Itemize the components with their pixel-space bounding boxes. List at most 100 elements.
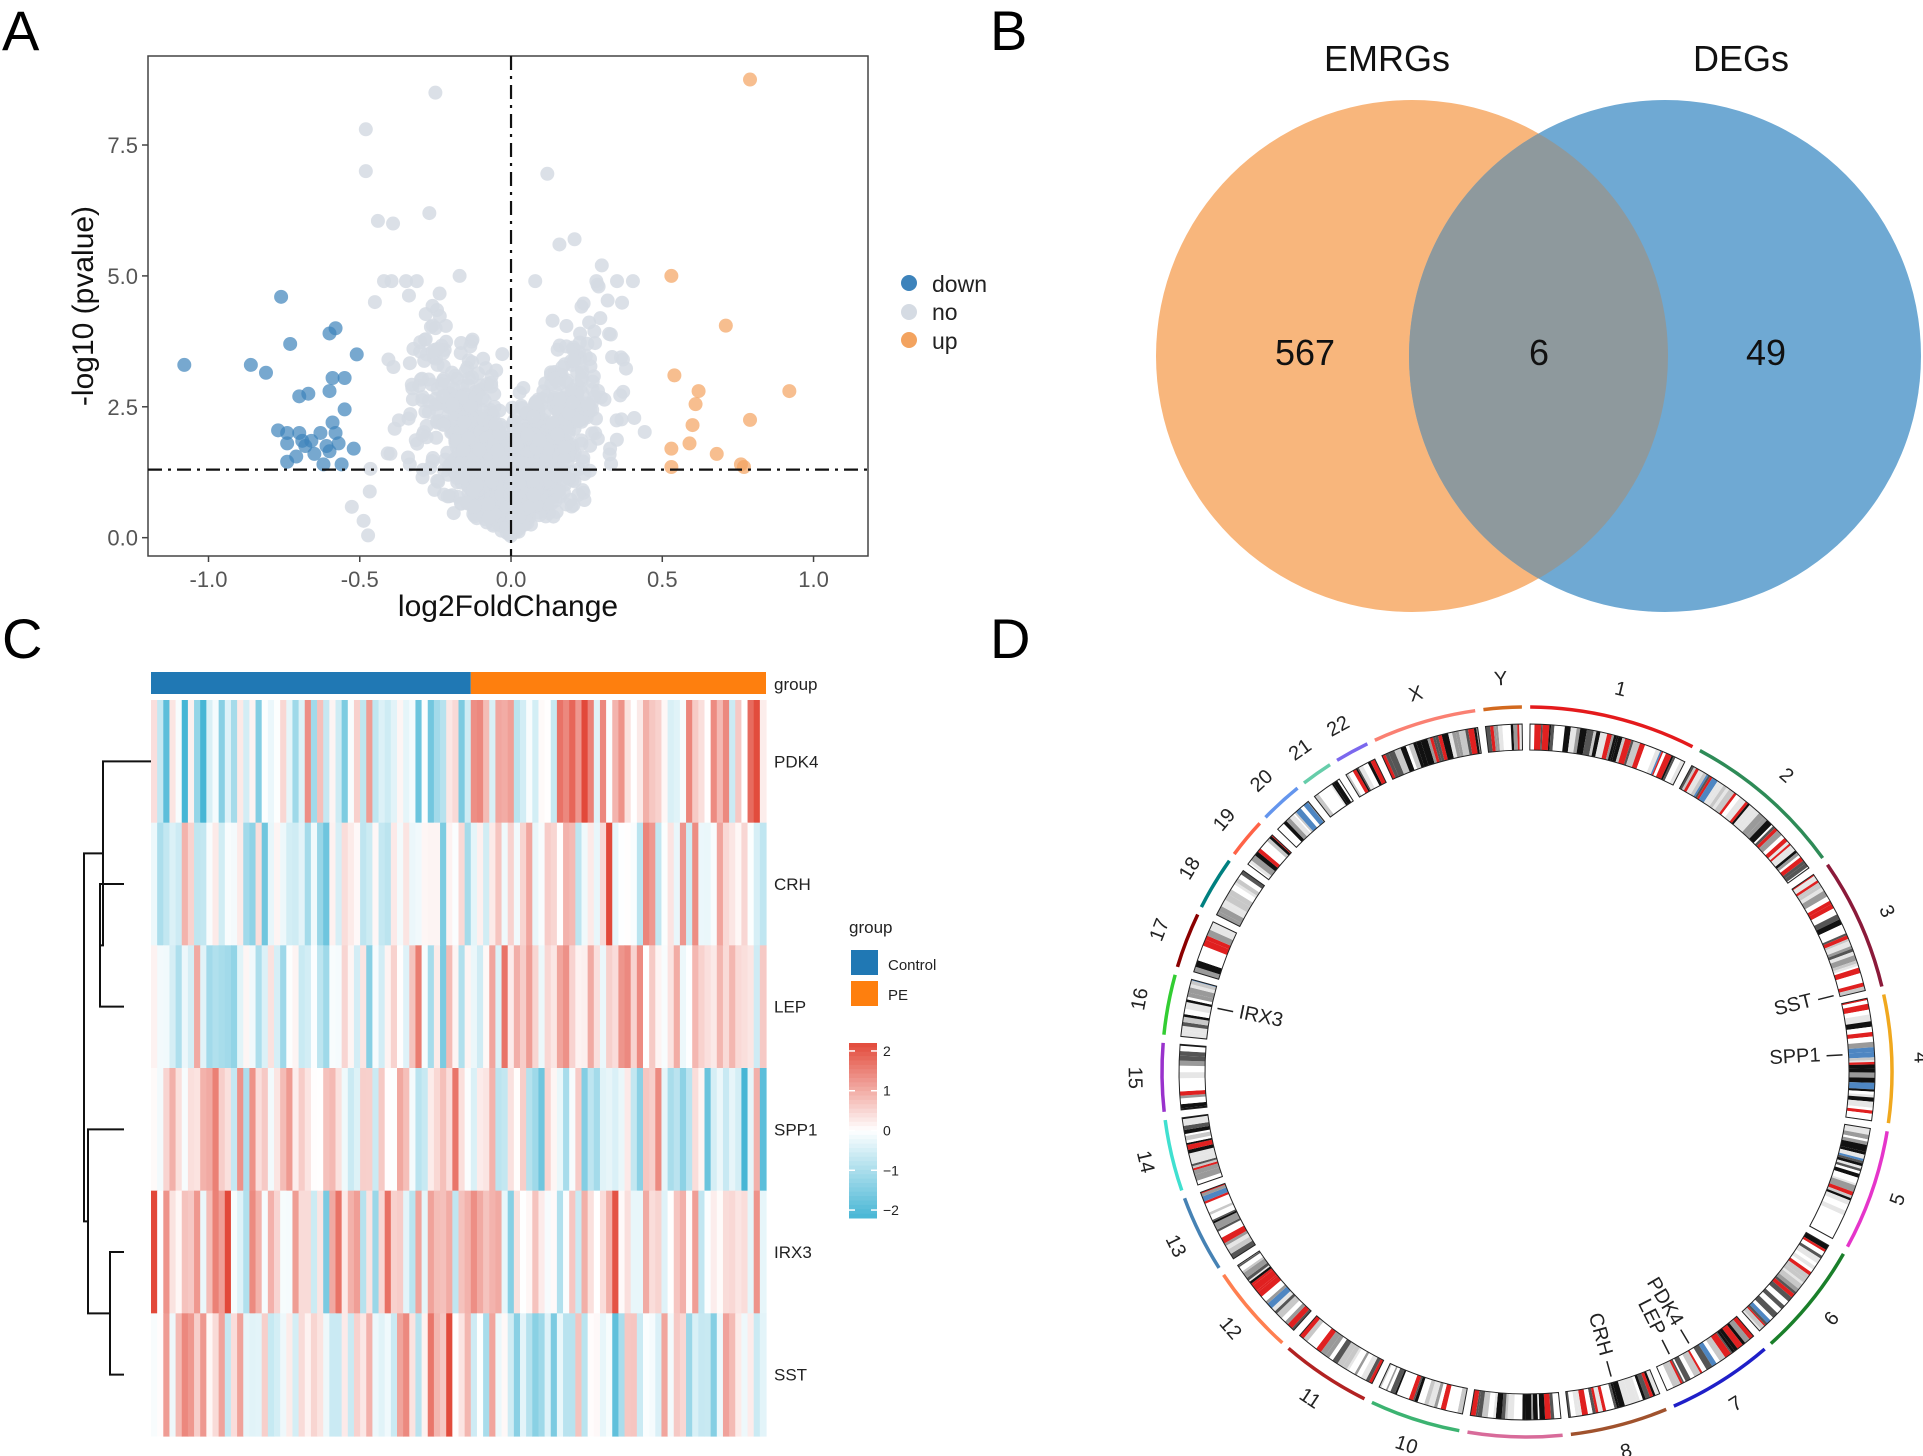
- ideogram-band: [1481, 1391, 1491, 1418]
- heatmap-cell: [397, 1068, 404, 1192]
- heatmap-cell: [151, 822, 158, 946]
- heatmap-cell: [679, 1068, 687, 1192]
- ideogram-band: [1414, 1376, 1426, 1403]
- point-no: [567, 232, 582, 247]
- ideogram-band: [1776, 1272, 1799, 1293]
- heatmap-cell: [569, 700, 576, 824]
- ideogram-band: [1408, 743, 1422, 770]
- point-no: [575, 386, 590, 401]
- point-no: [545, 416, 560, 431]
- ideogram-band: [1455, 1387, 1463, 1413]
- heatmap-cell: [661, 1190, 669, 1314]
- ideogram-band: [1274, 1293, 1296, 1314]
- ideogram-band: [1348, 770, 1366, 796]
- ideogram-band: [1420, 738, 1435, 766]
- ideogram-band: [1798, 884, 1822, 902]
- ideogram-band: [1504, 724, 1512, 751]
- heatmap-cell: [378, 1313, 386, 1437]
- heatmap-cell: [729, 1068, 736, 1192]
- heatmap-cell: [267, 1313, 275, 1437]
- chromosome-label-16: 16: [1127, 986, 1153, 1012]
- heatmap-cell: [526, 945, 533, 1069]
- point-up: [664, 268, 679, 283]
- ideogram-band: [1733, 1316, 1754, 1340]
- ideogram-band: [1820, 1200, 1847, 1216]
- point-up: [667, 368, 682, 383]
- ideogram-band: [1533, 724, 1542, 751]
- volcano-points: [177, 72, 797, 544]
- heatmap-cell: [618, 945, 626, 1069]
- colorbar-step: [849, 1213, 877, 1219]
- ideogram-band: [1785, 1260, 1810, 1280]
- ideogram-band: [1179, 1077, 1206, 1085]
- heatmap-cell: [353, 822, 361, 946]
- heatmap-cell: [476, 1313, 484, 1437]
- heatmap-cell: [593, 1313, 601, 1437]
- colorbar-step: [849, 1117, 877, 1123]
- heatmap-cell: [563, 700, 570, 824]
- point-no: [401, 411, 416, 426]
- point-no: [363, 461, 378, 476]
- ideogram-band: [1848, 1057, 1875, 1062]
- heatmap-cell: [335, 1313, 343, 1437]
- ideogram-band: [1216, 911, 1242, 927]
- heatmap-cell: [181, 1313, 189, 1437]
- heatmap-cell: [544, 945, 552, 1069]
- heatmap-cell: [230, 822, 238, 946]
- heatmap-cell: [470, 700, 478, 824]
- heatmap-cell: [556, 1068, 564, 1192]
- heatmap-cell: [501, 822, 509, 946]
- heatmap-cell: [403, 700, 410, 824]
- point-no: [509, 438, 524, 453]
- ideogram-band: [1832, 963, 1859, 974]
- panel-label-d: D: [990, 607, 1030, 670]
- chromosome-label-8: 8: [1618, 1439, 1634, 1456]
- heatmap-cell: [526, 1068, 533, 1192]
- heatmap-cell: [169, 1068, 177, 1192]
- ideogram-band: [1848, 1088, 1875, 1092]
- heatmap-cell: [649, 1313, 656, 1437]
- heatmap-cell: [261, 1190, 269, 1314]
- ideogram-band: [1784, 863, 1808, 883]
- ideogram-band: [1562, 726, 1571, 753]
- ideogram-band: [1816, 919, 1843, 936]
- ideogram-band: [1190, 980, 1217, 991]
- heatmap-cell: [704, 822, 712, 946]
- point-no: [402, 356, 417, 371]
- heatmap-cell: [280, 700, 287, 824]
- heatmap-cell: [550, 945, 558, 1069]
- ideogram-band: [1575, 1389, 1583, 1417]
- heatmap-cell: [458, 945, 466, 1069]
- heatmap-cell: [464, 1068, 472, 1192]
- ideogram-band: [1847, 1099, 1874, 1108]
- heatmap-cell: [581, 700, 589, 824]
- ideogram-band: [1352, 769, 1369, 794]
- ideogram-band: [1741, 812, 1764, 837]
- heatmap-cell: [335, 822, 343, 946]
- heatmap-cell: [661, 1313, 669, 1437]
- ideogram-band: [1848, 1090, 1875, 1095]
- heatmap-cell: [704, 1068, 712, 1192]
- heatmap-cell: [372, 1313, 380, 1437]
- ideogram-band: [1772, 1277, 1795, 1298]
- ideogram-band: [1791, 1252, 1816, 1270]
- heatmap-cell: [710, 1068, 718, 1192]
- point-no: [526, 488, 541, 503]
- point-no: [580, 396, 595, 411]
- ideogram-band: [1212, 1209, 1237, 1222]
- point-no: [425, 344, 440, 359]
- ideogram-band: [1188, 987, 1215, 999]
- colorbar-step: [849, 1196, 877, 1201]
- heatmap-cell: [433, 945, 441, 1069]
- heatmap-cell: [649, 822, 656, 946]
- heatmap-cell: [716, 700, 724, 824]
- ideogram-band: [1605, 734, 1615, 761]
- heatmap-cell: [151, 700, 158, 824]
- heatmap-cell: [538, 822, 546, 946]
- ideogram-band: [1636, 1373, 1651, 1400]
- heatmap-cell: [686, 945, 693, 1069]
- gene-tick-pdk4: [1680, 1329, 1690, 1344]
- heatmap-cell: [495, 945, 503, 1069]
- ideogram-band: [1470, 1389, 1480, 1417]
- heatmap-cell: [520, 1068, 527, 1192]
